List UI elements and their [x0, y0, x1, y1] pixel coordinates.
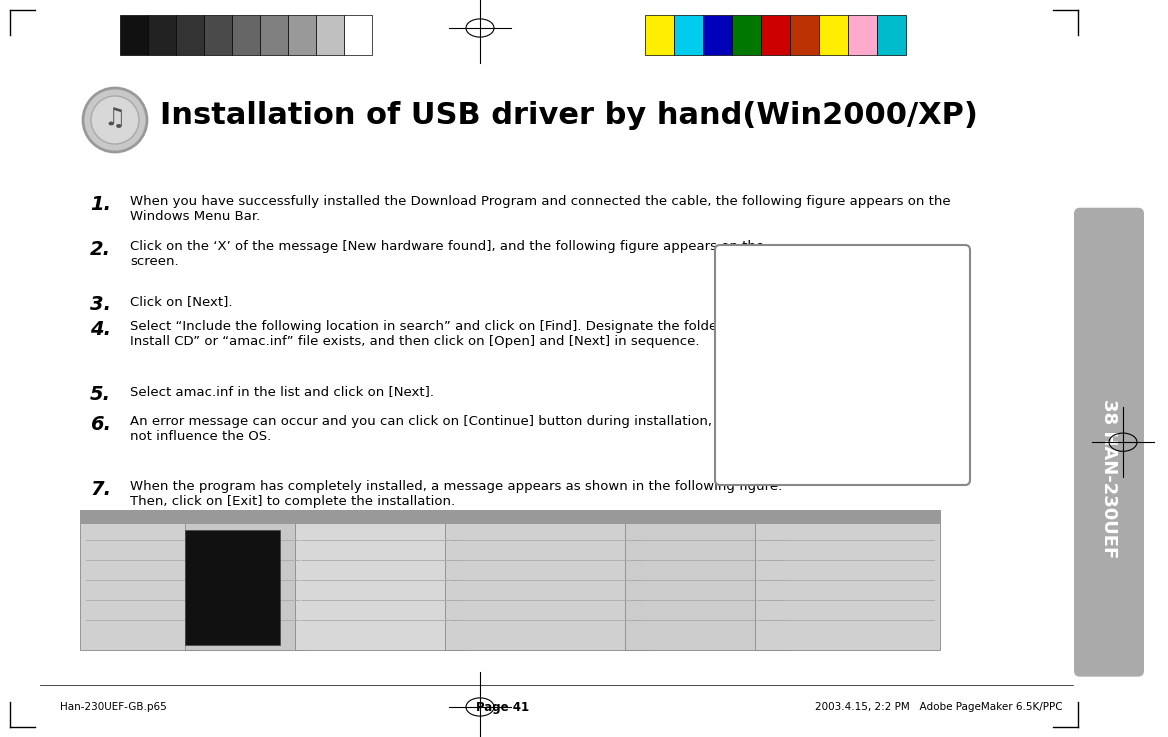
Bar: [755, 510, 940, 650]
Text: 7.: 7.: [90, 480, 111, 499]
Text: 2003.4.15, 2:2 PM   Adobe PageMaker 6.5K/PPC: 2003.4.15, 2:2 PM Adobe PageMaker 6.5K/P…: [815, 702, 1063, 712]
Text: figure from the left.: figure from the left.: [732, 339, 848, 352]
Bar: [703, 15, 732, 55]
Text: Click on the ‘X’ of the message [New hardware found], and the following figure a: Click on the ‘X’ of the message [New har…: [130, 240, 764, 268]
Text: Select “Include the following location in search” and click on [Find]. Designate: Select “Include the following location i…: [130, 320, 802, 348]
Text: Page 41: Page 41: [475, 700, 529, 713]
Text: When the program has completely installed, a message appears as shown in the fol: When the program has completely installe…: [130, 480, 783, 508]
Bar: [288, 15, 317, 55]
Bar: [625, 510, 790, 524]
FancyBboxPatch shape: [1075, 208, 1143, 677]
Circle shape: [91, 96, 139, 144]
Bar: [445, 510, 651, 524]
Text: driver start running.: driver start running.: [732, 431, 853, 444]
Bar: [296, 510, 465, 650]
Text: Click on [Next].: Click on [Next].: [130, 295, 232, 308]
Text: 4.: 4.: [90, 320, 111, 339]
Bar: [755, 510, 940, 524]
Bar: [148, 15, 176, 55]
Text: 2.: 2.: [90, 240, 111, 259]
Bar: [645, 15, 674, 55]
Bar: [732, 15, 762, 55]
Text: An error message can occur and you can click on [Continue] button during install: An error message can occur and you can c…: [130, 415, 787, 443]
Bar: [185, 510, 305, 524]
Bar: [176, 15, 204, 55]
FancyBboxPatch shape: [715, 245, 969, 485]
Text: 38 HAN-230UEF: 38 HAN-230UEF: [1100, 399, 1118, 559]
Bar: [204, 15, 232, 55]
Text: 6.: 6.: [90, 415, 111, 434]
Text: CD-Rom and click on [Next].: CD-Rom and click on [Next].: [732, 385, 898, 398]
Bar: [232, 15, 260, 55]
Circle shape: [83, 88, 147, 152]
Bar: [317, 15, 345, 55]
Bar: [625, 510, 790, 650]
Text: restarting explained on the: restarting explained on the: [732, 293, 894, 306]
Bar: [762, 15, 790, 55]
Bar: [79, 510, 200, 650]
Bar: [674, 15, 703, 55]
Text: page 35 generates the 3rd.: page 35 generates the 3rd.: [732, 316, 894, 329]
Text: Han-230UEF-GB.p65: Han-230UEF-GB.p65: [60, 702, 167, 712]
Bar: [848, 15, 877, 55]
Bar: [790, 15, 819, 55]
Bar: [260, 15, 288, 55]
Text: Designate the path of Install: Designate the path of Install: [732, 362, 901, 375]
Bar: [877, 15, 906, 55]
Bar: [445, 510, 651, 650]
Bar: [185, 510, 305, 650]
Bar: [819, 15, 848, 55]
Text: As for Win2000, most of the: As for Win2000, most of the: [732, 270, 897, 283]
Text: When you have successfully installed the Download Program and connected the cabl: When you have successfully installed the…: [130, 195, 951, 223]
Text: Select amac.inf in the list and click on [Next].: Select amac.inf in the list and click on…: [130, 385, 434, 398]
Bar: [79, 510, 200, 524]
Bar: [296, 510, 465, 524]
Text: Then, the installation of USB: Then, the installation of USB: [732, 408, 901, 421]
Text: ♫: ♫: [104, 106, 126, 130]
Text: 1.: 1.: [90, 195, 111, 214]
Bar: [120, 15, 148, 55]
Bar: [345, 15, 371, 55]
Text: Installation of USB driver by hand(Win2000/XP): Installation of USB driver by hand(Win20…: [160, 100, 978, 130]
Text: 5.: 5.: [90, 385, 111, 404]
Bar: [185, 530, 280, 645]
Text: 3.: 3.: [90, 295, 111, 314]
